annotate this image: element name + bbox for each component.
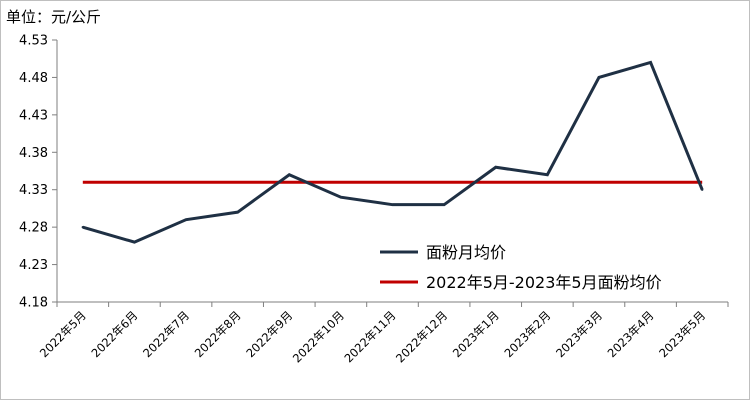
x-tick-label: 2023年1月 xyxy=(450,308,502,360)
data-point xyxy=(391,203,394,206)
x-tick-label: 2022年10月 xyxy=(290,308,347,365)
data-point xyxy=(81,225,85,229)
x-tick-label: 2022年6月 xyxy=(89,308,141,360)
y-tick-label: 4.18 xyxy=(19,296,48,311)
x-tick-label: 2022年12月 xyxy=(393,308,450,365)
series-line-monthly xyxy=(82,60,704,244)
x-tick-label: 2022年5月 xyxy=(37,308,89,360)
data-point xyxy=(546,173,549,176)
x-axis-ticks: 2022年5月 2022年6月 2022年7月 2022年8月 2022年9月2022年… xyxy=(37,302,729,365)
legend-label-average: 2022年5月-2023年5月面粉均价 xyxy=(426,273,662,292)
series-layer xyxy=(81,60,704,244)
legend: 面粉月均价 2022年5月-2023年5月面粉均价 xyxy=(380,243,662,292)
legend-label-series: 面粉月均价 xyxy=(426,243,506,262)
x-tick-label: 2022年9月 xyxy=(243,308,295,360)
x-tick-label: 2023年3月 xyxy=(553,308,605,360)
data-point xyxy=(597,76,601,79)
x-tick-label: 2023年5月 xyxy=(656,308,708,360)
data-point xyxy=(494,166,497,169)
y-tick-label: 4.43 xyxy=(19,108,48,123)
data-point xyxy=(700,188,704,191)
data-point xyxy=(236,210,239,214)
y-tick-label: 4.48 xyxy=(19,71,48,86)
data-point xyxy=(288,173,291,176)
y-tick-label: 4.33 xyxy=(19,183,48,198)
x-tick-label: 2023年2月 xyxy=(501,308,553,360)
y-tick-label: 4.38 xyxy=(19,146,48,161)
data-point xyxy=(133,240,136,244)
y-tick-label: 4.23 xyxy=(19,258,48,273)
x-tick-label: 2022年7月 xyxy=(140,308,192,360)
x-tick-label: 2022年8月 xyxy=(192,308,244,360)
data-point xyxy=(339,196,343,199)
y-tick-label: 4.28 xyxy=(19,221,48,236)
unit-label: 单位：元/公斤 xyxy=(6,8,102,26)
data-point xyxy=(442,203,446,206)
x-tick-label: 2023年4月 xyxy=(605,308,657,360)
x-tick-label: 2022年11月 xyxy=(341,308,398,365)
data-point xyxy=(184,218,188,221)
data-point xyxy=(649,61,652,64)
y-axis-ticks: 4.18 4.23 4.28 4.33 4.38 4.43 4.48 4.53 xyxy=(19,34,57,311)
y-tick-label: 4.53 xyxy=(19,34,48,49)
